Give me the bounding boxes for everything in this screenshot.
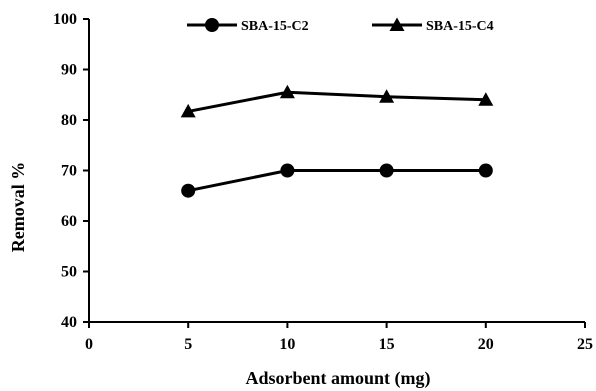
- data-point: [379, 163, 394, 178]
- series-1: [181, 163, 493, 198]
- series-layer: [180, 84, 494, 198]
- y-ticks: 40 50 60 70 80 90 100: [53, 11, 89, 331]
- legend-label: SBA-15-C2: [241, 19, 309, 34]
- x-ticks: 0 5 10 15 20 25: [85, 322, 593, 353]
- y-tick-label: 40: [61, 314, 77, 331]
- series-2: [180, 84, 494, 118]
- legend-entry-1: SBA-15-C2: [187, 18, 309, 34]
- y-tick-label: 60: [61, 213, 77, 230]
- legend-marker: [389, 17, 405, 31]
- series-line: [187, 90, 486, 113]
- x-tick-label: 15: [379, 336, 395, 353]
- y-axis-title: Removal %: [8, 162, 28, 252]
- series-line: [187, 169, 486, 193]
- data-point: [478, 92, 494, 106]
- x-tick-label: 5: [184, 336, 192, 353]
- data-point: [180, 103, 196, 118]
- y-tick-label: 50: [61, 264, 77, 281]
- y-tick-label: 70: [61, 163, 77, 180]
- data-point: [478, 163, 493, 178]
- legend: SBA-15-C2 SBA-15-C4: [187, 17, 494, 34]
- legend-entry-2: SBA-15-C4: [372, 17, 494, 34]
- legend-label: SBA-15-C4: [426, 19, 494, 34]
- y-tick-label: 100: [53, 11, 77, 28]
- x-tick-label: 25: [577, 336, 593, 353]
- legend-marker: [205, 18, 219, 32]
- data-point: [181, 183, 196, 198]
- y-tick-label: 90: [61, 62, 77, 79]
- x-tick-label: 0: [85, 336, 93, 353]
- x-tick-label: 10: [279, 336, 295, 353]
- data-point: [280, 163, 295, 178]
- data-point: [279, 84, 295, 99]
- data-point: [379, 89, 395, 103]
- x-tick-label: 20: [478, 336, 494, 353]
- y-tick-label: 80: [61, 112, 77, 129]
- x-axis-title: Adsorbent amount (mg): [245, 368, 430, 389]
